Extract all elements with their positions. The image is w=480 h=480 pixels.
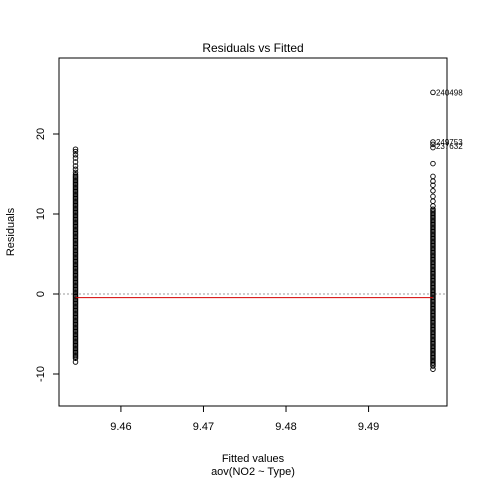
residual-point: [72, 359, 79, 365]
residual-point: [430, 363, 436, 369]
outlier-label: 249753: [436, 138, 463, 147]
residual-point: [72, 152, 79, 158]
x-axis-label: Fitted values: [222, 453, 285, 465]
x-tick-label: 9.48: [275, 421, 296, 433]
residual-point: [430, 160, 436, 167]
residual-point: [430, 182, 436, 188]
x-tick-label: 9.46: [110, 421, 131, 433]
residual-point: [430, 366, 436, 372]
chart-title: Residuals vs Fitted: [202, 41, 303, 55]
residual-point: [430, 139, 436, 145]
plot-frame: [58, 57, 448, 407]
y-tick-label: 20: [35, 128, 47, 140]
residual-point: [430, 89, 436, 96]
residual-point: [72, 166, 79, 172]
residual-point: [72, 163, 79, 169]
residual-point: [430, 203, 436, 209]
y-axis-label: Residuals: [5, 207, 17, 256]
x-tick-label: 9.47: [193, 421, 214, 433]
plot-area: 9.46 9.47 9.48 9.49 -10 0 10 20 240498 2497532376…: [35, 57, 463, 433]
y-tick-label: 0: [35, 291, 47, 297]
x-axis-sublabel: aov(NO2 ~ Type): [211, 466, 295, 478]
outlier-label: 237632: [436, 142, 463, 151]
y-tick-label: -10: [35, 366, 47, 382]
residual-point: [430, 198, 436, 204]
residual-point: [72, 146, 79, 152]
residual-point: [72, 155, 79, 161]
residual-point: [430, 193, 436, 200]
residual-point: [72, 355, 79, 361]
residual-point: [72, 148, 79, 155]
residual-point: [430, 173, 436, 180]
y-tick-label: 10: [35, 208, 47, 220]
residual-point: [430, 188, 436, 194]
residual-point: [72, 169, 79, 176]
residual-point: [430, 144, 436, 151]
outlier-label: 240498: [436, 88, 463, 97]
x-tick-label: 9.49: [358, 421, 379, 433]
residual-point: [430, 141, 436, 148]
residual-point: [72, 159, 79, 165]
